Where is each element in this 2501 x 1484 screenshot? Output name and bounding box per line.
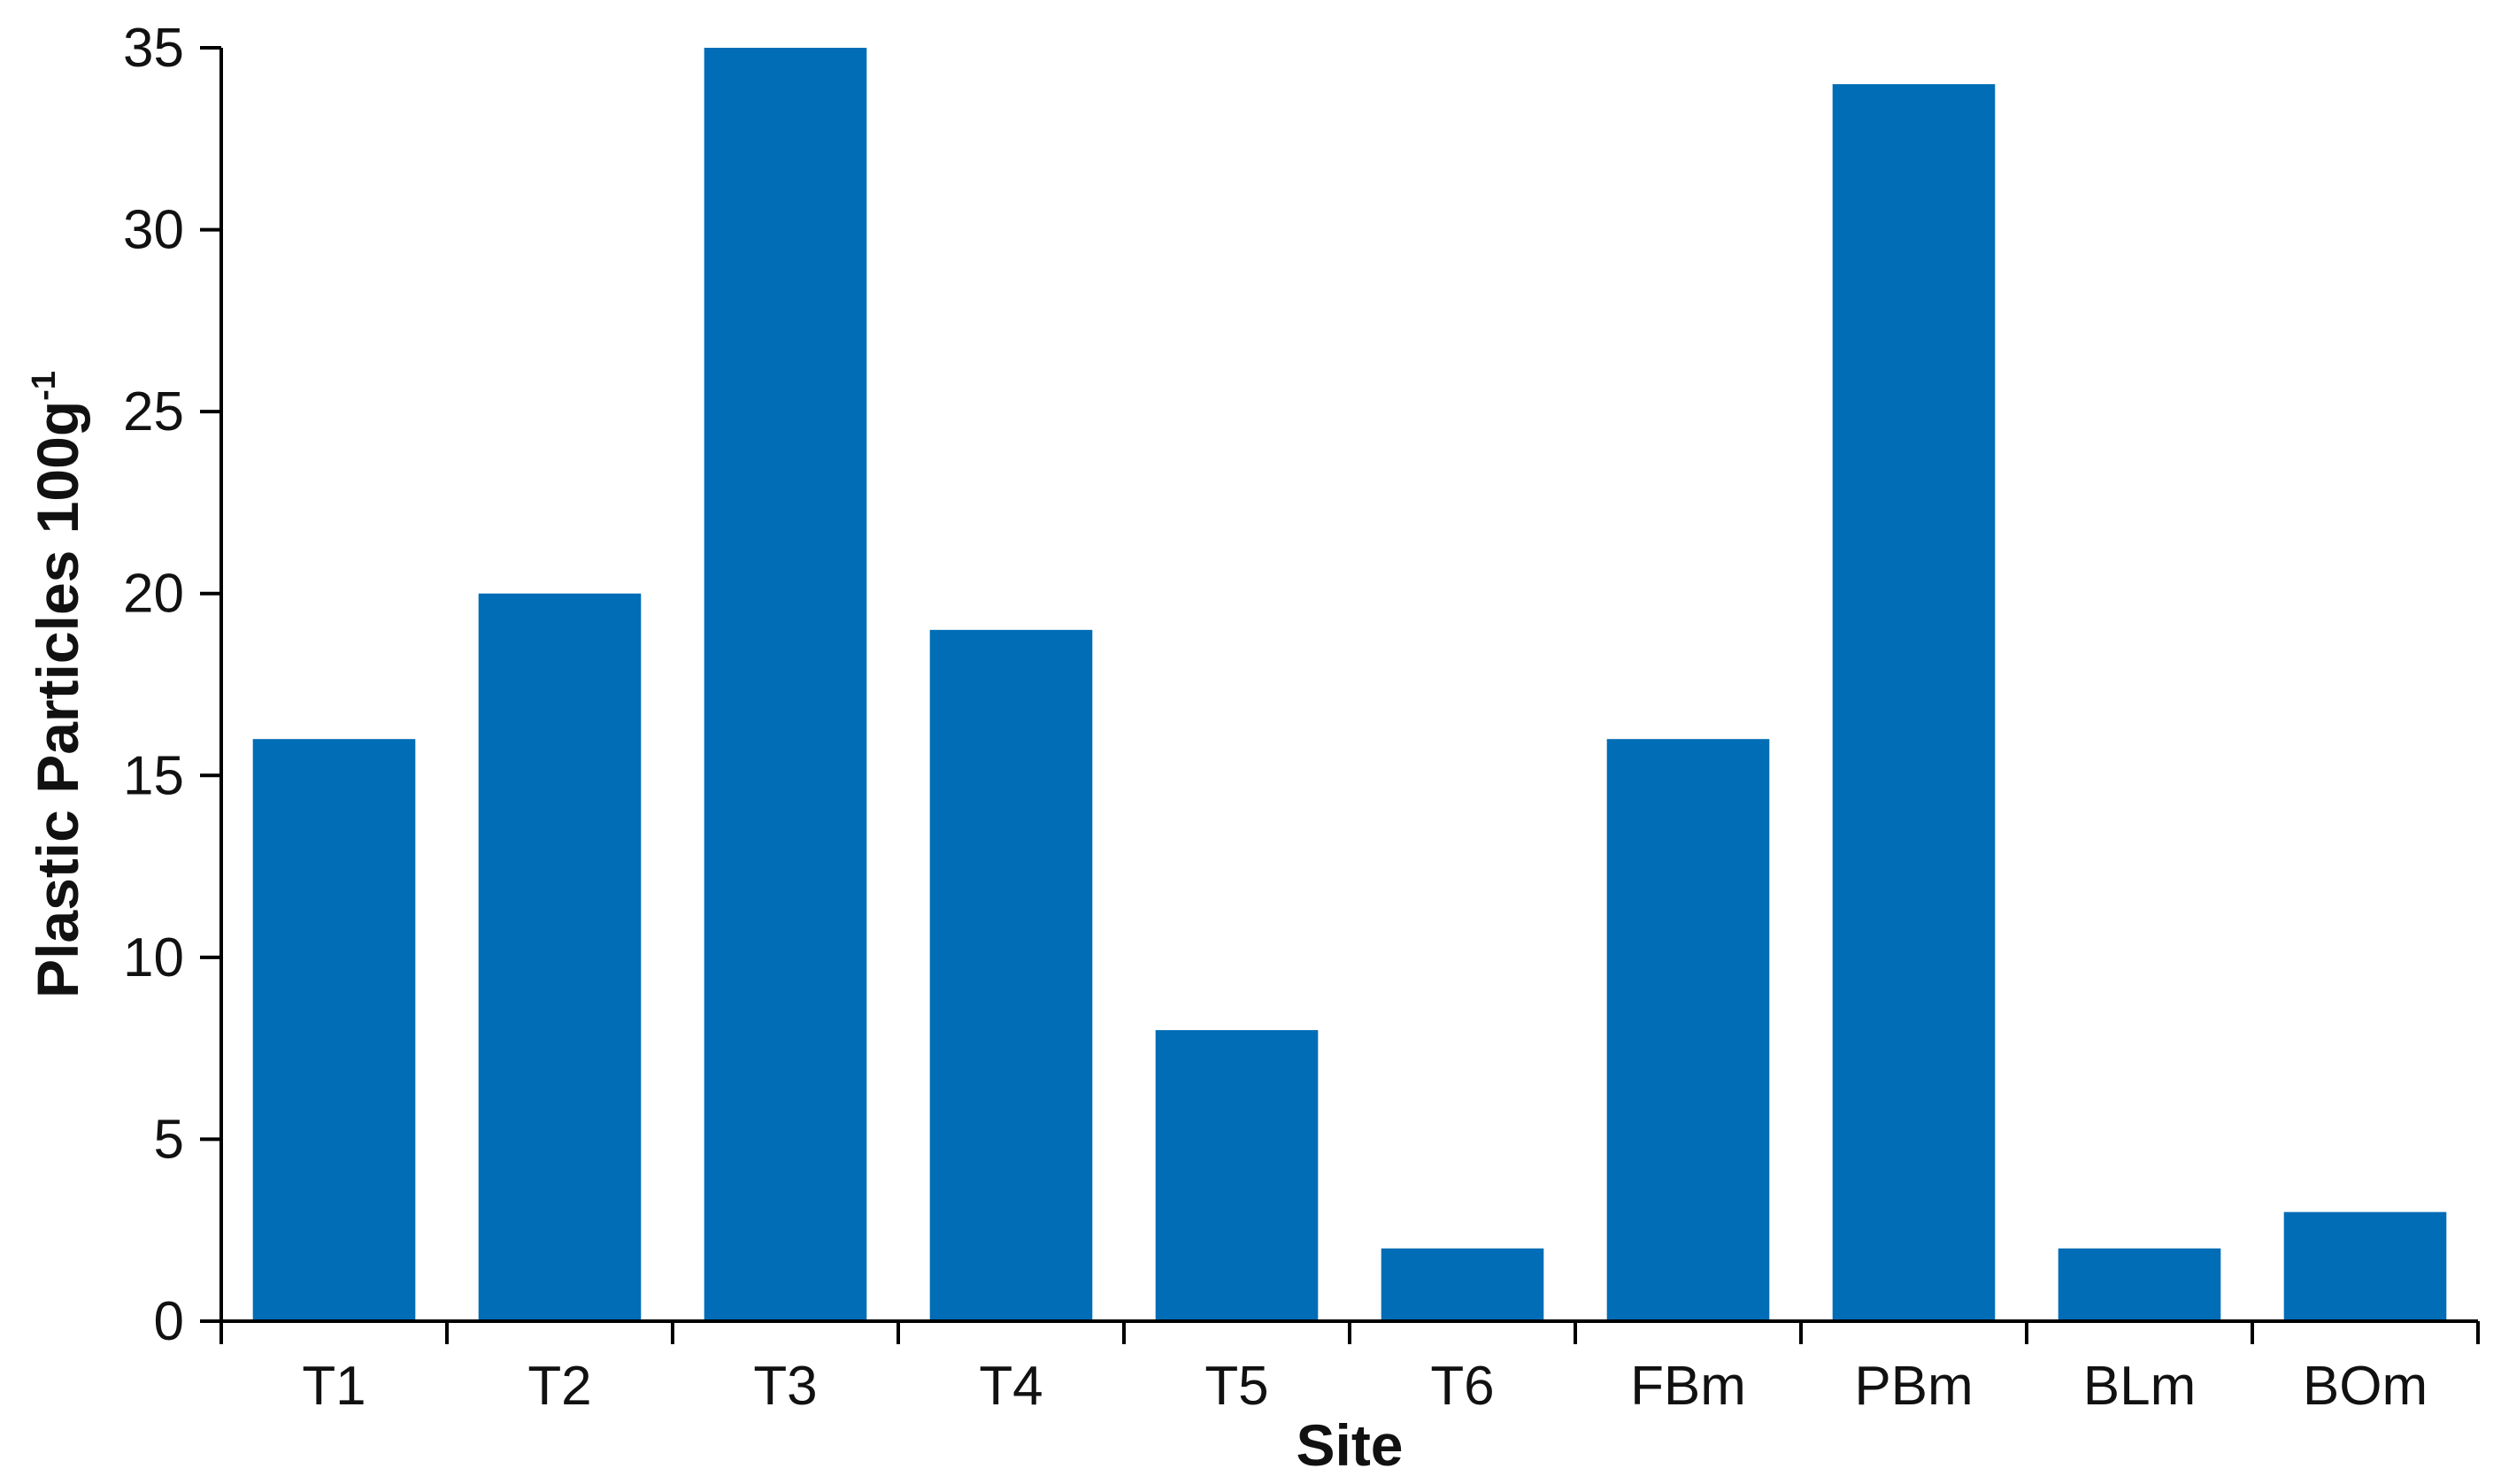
bar-T3 [704,48,867,1321]
y-axis-title: Plastic Particles 100g-1 [25,371,90,998]
x-tick-label-T3: T3 [753,1356,817,1417]
x-tick-label-FBm: FBm [1630,1356,1746,1417]
x-tick-label-BOm: BOm [2303,1356,2428,1417]
y-tick-label-30: 30 [123,200,184,261]
x-tick-label-PBm: PBm [1854,1356,1973,1417]
x-tick-label-BLm: BLm [2083,1356,2196,1417]
bar-T6 [1381,1248,1544,1321]
y-ticks-group: 0 5 10 15 20 25 30 35 [123,18,221,1352]
y-tick-label-15: 15 [123,745,184,806]
bar-T4 [929,629,1093,1321]
bar-BOm [2283,1211,2447,1321]
y-tick-label-0: 0 [154,1291,184,1352]
bar-T1 [252,739,416,1321]
bar-BLm [2058,1248,2221,1321]
bar-T5 [1155,1030,1319,1321]
x-tick-label-T5: T5 [1204,1356,1268,1417]
y-tick-label-5: 5 [154,1109,184,1170]
y-tick-label-35: 35 [123,18,184,79]
x-ticks-group: T1 T2 T3 T4 T5 T6 FBm PBm BLm BOm [219,1321,2480,1417]
y-tick-label-10: 10 [123,927,184,988]
y-axis-title-main: Plastic Particles 100g [25,401,90,998]
bar-PBm [1832,84,1996,1322]
y-tick-label-20: 20 [123,564,184,625]
bars-group [252,48,2447,1322]
x-tick-label-T2: T2 [527,1356,591,1417]
bar-T2 [478,593,642,1321]
y-tick-label-25: 25 [123,381,184,442]
x-tick-label-T6: T6 [1430,1356,1494,1417]
y-axis-title-superscript: -1 [26,371,63,401]
x-tick-label-T1: T1 [302,1356,366,1417]
x-tick-label-T4: T4 [979,1356,1043,1417]
x-axis-title: Site [1296,1412,1403,1478]
bar-FBm [1606,739,1770,1321]
